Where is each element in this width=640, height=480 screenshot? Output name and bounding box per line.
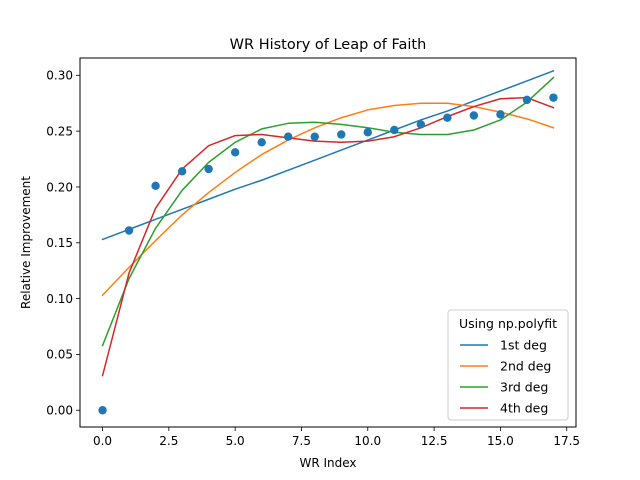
x-tick-label: 10.0 bbox=[354, 434, 381, 448]
y-axis-ticks: 0.00 0.05 0.10 0.15 0.20 0.25 0.30 bbox=[46, 69, 80, 418]
series-line-3 bbox=[101, 76, 555, 347]
x-tick-label: 5.0 bbox=[226, 434, 245, 448]
legend-box bbox=[447, 309, 569, 421]
y-tick-label: 0.15 bbox=[46, 236, 73, 250]
x-tick-label: 2.5 bbox=[159, 434, 178, 448]
x-tick-label: 12.5 bbox=[421, 434, 448, 448]
legend-title: Using np.polyfit bbox=[459, 316, 557, 331]
x-tick-label: 0.0 bbox=[93, 434, 112, 448]
scatter-point bbox=[390, 125, 399, 135]
y-tick-label: 0.25 bbox=[46, 124, 73, 138]
scatter-point bbox=[310, 132, 319, 141]
y-tick-label: 0.30 bbox=[46, 69, 73, 83]
legend-entry-4: 4th deg bbox=[500, 401, 548, 416]
scatter-point bbox=[98, 406, 107, 415]
plot-area bbox=[98, 69, 558, 415]
legend-entry-2: 2nd deg bbox=[500, 359, 551, 374]
scatter-point bbox=[416, 120, 426, 129]
x-tick-label: 15.0 bbox=[487, 434, 514, 448]
legend-entry-1: 1st deg bbox=[500, 338, 547, 353]
scatter-point bbox=[363, 128, 372, 137]
scatter-point bbox=[443, 113, 452, 122]
y-tick-label: 0.05 bbox=[46, 348, 73, 362]
axes-frame bbox=[79, 57, 577, 428]
scatter-point bbox=[337, 130, 346, 139]
y-tick-label: 0.10 bbox=[46, 292, 73, 306]
series-line-1 bbox=[101, 69, 555, 241]
y-tick-label: 0.20 bbox=[46, 180, 73, 194]
scatter-point bbox=[522, 95, 532, 105]
scatter-point bbox=[496, 110, 505, 119]
chart-title: WR History of Leap of Faith bbox=[230, 37, 427, 53]
legend-entries: 1st deg 2nd deg 3rd deg 4th deg bbox=[460, 338, 551, 416]
scatter-point bbox=[151, 181, 160, 191]
x-tick-label: 7.5 bbox=[292, 434, 311, 448]
y-axis-label: Relative Improvement bbox=[19, 176, 33, 309]
legend-entry-3: 3rd deg bbox=[500, 380, 548, 395]
scatter-point bbox=[284, 132, 293, 141]
y-tick-label: 0.00 bbox=[46, 404, 73, 418]
scatter-point bbox=[124, 226, 134, 235]
scatter-point bbox=[204, 164, 213, 174]
series-line-2 bbox=[101, 102, 555, 297]
x-axis-label: WR Index bbox=[299, 456, 356, 470]
scatter-point bbox=[469, 111, 479, 120]
scatter-point bbox=[177, 167, 187, 176]
scatter-point bbox=[549, 93, 558, 102]
scatter-point bbox=[230, 148, 240, 157]
series-line-4 bbox=[101, 96, 555, 377]
x-axis-ticks: 0.0 2.5 5.0 7.5 10.0 12.5 15.0 17.5 bbox=[93, 427, 580, 448]
legend: Using np.polyfit 1st deg 2nd deg 3rd deg 4t… bbox=[447, 309, 569, 421]
x-tick-label: 17.5 bbox=[553, 434, 580, 448]
scatter-point bbox=[257, 138, 266, 147]
